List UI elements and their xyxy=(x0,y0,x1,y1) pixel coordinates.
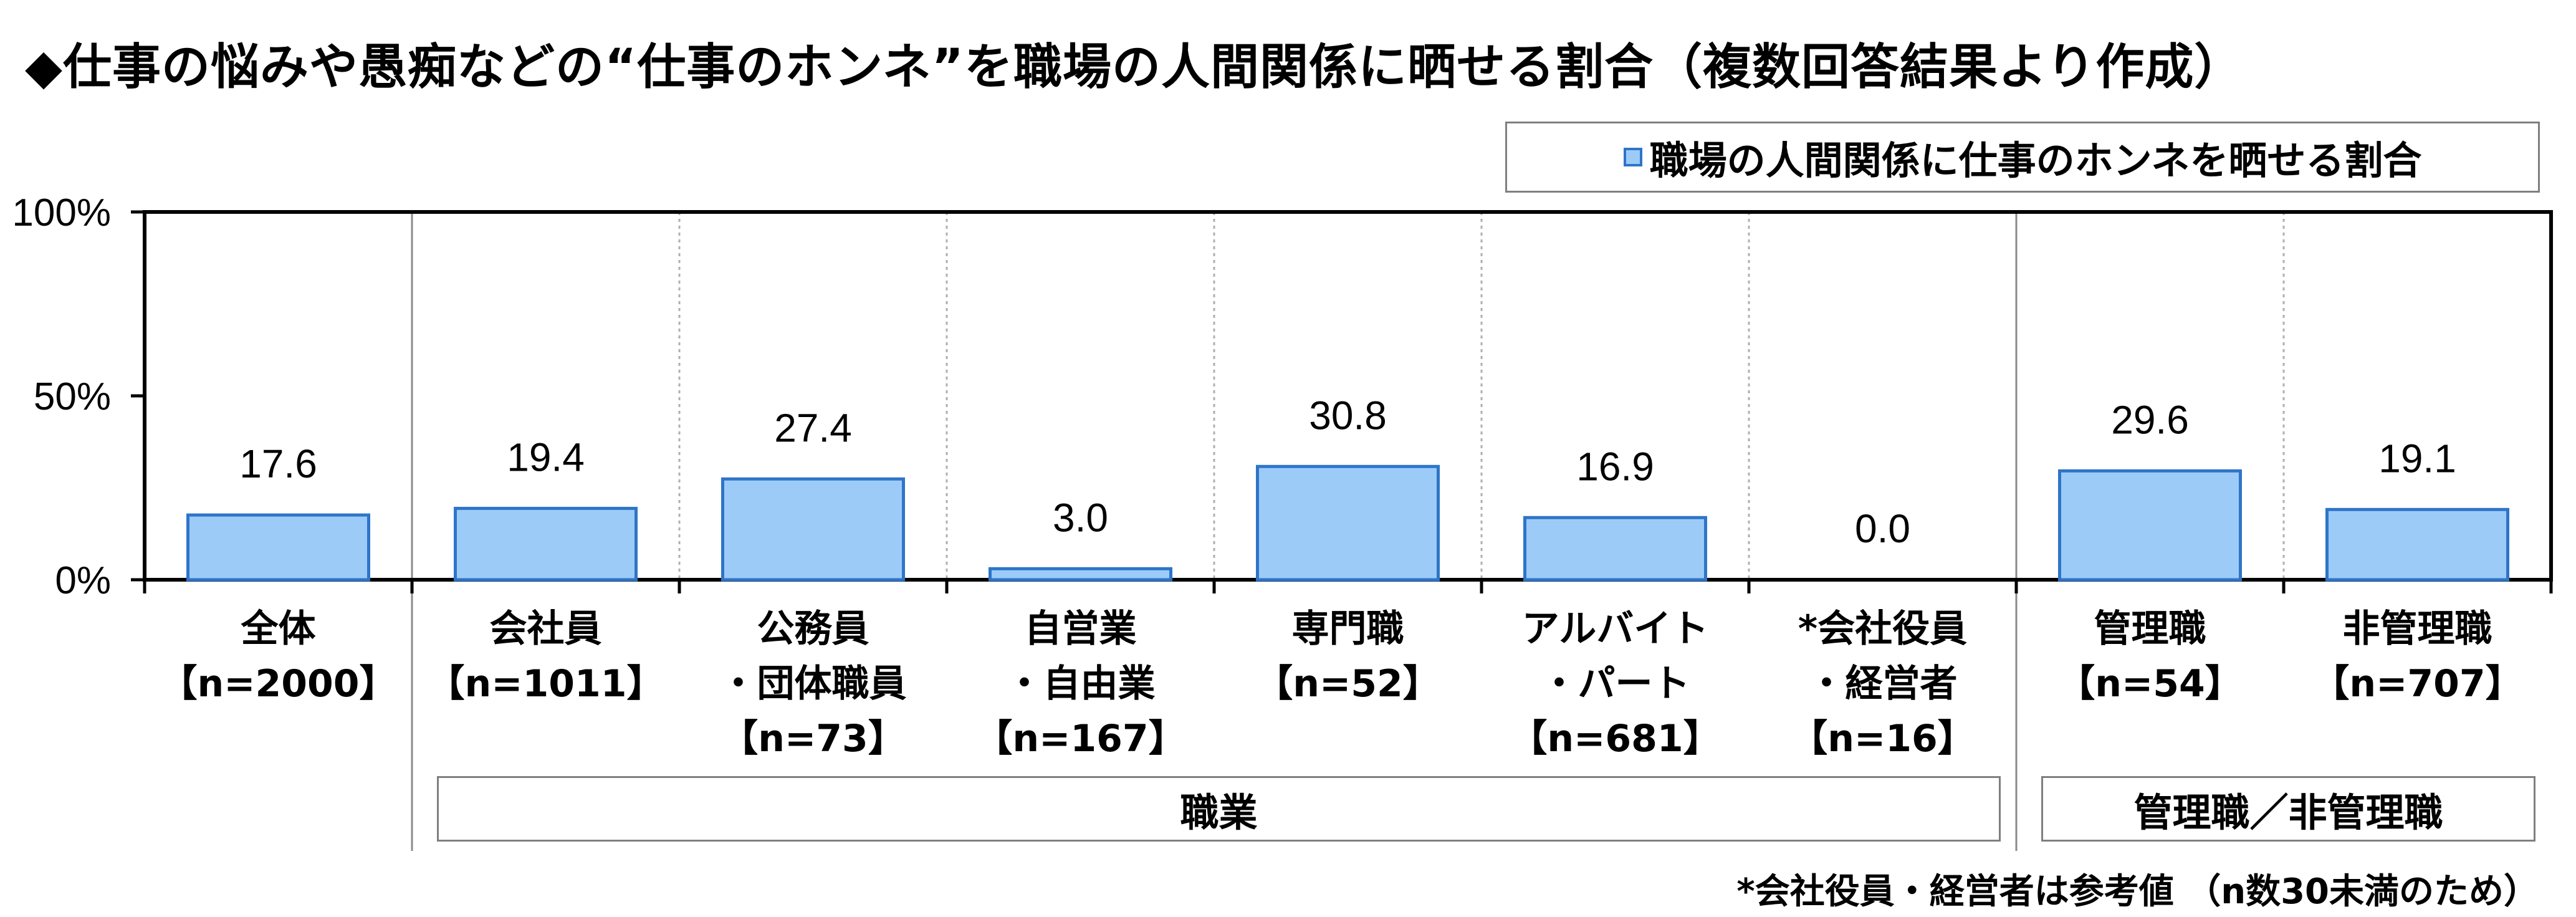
category-label-line: 非管理職 xyxy=(2342,607,2492,651)
group-label: 管理職／非管理職 xyxy=(2041,776,2535,842)
category-label: *会社役員・経営者【n=16】 xyxy=(1752,602,2014,766)
category-label-line: アルバイト xyxy=(1521,607,1709,651)
data-label: 16.9 xyxy=(1576,444,1654,489)
category-label: アルバイト・パート【n=681】 xyxy=(1485,602,1746,766)
bar xyxy=(989,567,1172,582)
bar xyxy=(1256,464,1440,582)
category-label: 会社員【n=1011】 xyxy=(415,602,677,711)
category-label-line: 【n=73】 xyxy=(721,717,906,761)
category-label: 全体【n=2000】 xyxy=(148,602,409,711)
category-label-line: 【n=167】 xyxy=(975,717,1186,761)
bar xyxy=(1523,516,1707,582)
data-label: 0.0 xyxy=(1855,506,1910,551)
group-label: 職業 xyxy=(437,776,2001,842)
category-label-line: 管理職 xyxy=(2094,607,2206,651)
category-label: 自営業・自由業【n=167】 xyxy=(950,602,1212,766)
category-label-line: 【n=54】 xyxy=(2057,662,2243,706)
category-label-line: 【n=2000】 xyxy=(160,662,397,706)
category-label-line: 公務員 xyxy=(757,607,869,651)
data-label: 19.4 xyxy=(507,435,585,480)
category-label-line: 【n=707】 xyxy=(2312,662,2523,706)
data-label: 30.8 xyxy=(1309,393,1387,438)
category-label-line: ・団体職員 xyxy=(719,662,907,706)
data-label: 3.0 xyxy=(1053,495,1108,540)
legend: 職場の人間関係に仕事のホンネを晒せる割合 xyxy=(1505,122,2540,193)
category-label-line: 専門職 xyxy=(1291,607,1404,651)
data-label: 19.1 xyxy=(2378,436,2456,481)
chart-title: ◆仕事の悩みや愚痴などの“仕事のホンネ”を職場の人間関係に晒せる割合（複数回答結… xyxy=(25,39,2244,95)
category-label: 公務員・団体職員【n=73】 xyxy=(682,602,944,766)
category-label: 管理職【n=54】 xyxy=(2019,602,2281,711)
bar xyxy=(721,477,905,582)
data-label: 29.6 xyxy=(2111,397,2189,442)
category-label-line: 会社員 xyxy=(489,607,602,651)
category-label: 非管理職【n=707】 xyxy=(2287,602,2549,711)
category-label-line: 【n=681】 xyxy=(1510,717,1721,761)
bar xyxy=(454,507,638,582)
legend-label: 職場の人間関係に仕事のホンネを晒せる割合 xyxy=(1649,138,2422,183)
bar xyxy=(2325,507,2509,582)
category-label: 専門職【n=52】 xyxy=(1217,602,1479,711)
legend-swatch xyxy=(1623,148,1642,166)
data-label: 27.4 xyxy=(774,405,852,450)
category-label-line: ・自由業 xyxy=(1005,662,1156,706)
bar xyxy=(186,513,370,582)
category-label-line: 全体 xyxy=(241,607,316,651)
category-label-line: ・パート xyxy=(1540,662,1690,706)
footnote: *会社役員・経営者は参考値 （n数30未満のため） xyxy=(1736,871,2539,912)
category-label-line: 自営業 xyxy=(1024,607,1137,651)
category-label-line: ・経営者 xyxy=(1808,662,1958,706)
bar xyxy=(2058,469,2242,582)
category-label-line: *会社役員 xyxy=(1798,607,1968,651)
data-label: 17.6 xyxy=(239,441,317,486)
y-tick-label: 0% xyxy=(55,559,111,602)
category-label-line: 【n=1011】 xyxy=(427,662,664,706)
category-label-line: 【n=16】 xyxy=(1790,717,1975,761)
y-tick-label: 100% xyxy=(12,191,111,234)
category-label-line: 【n=52】 xyxy=(1255,662,1440,706)
y-tick-label: 50% xyxy=(34,375,111,418)
